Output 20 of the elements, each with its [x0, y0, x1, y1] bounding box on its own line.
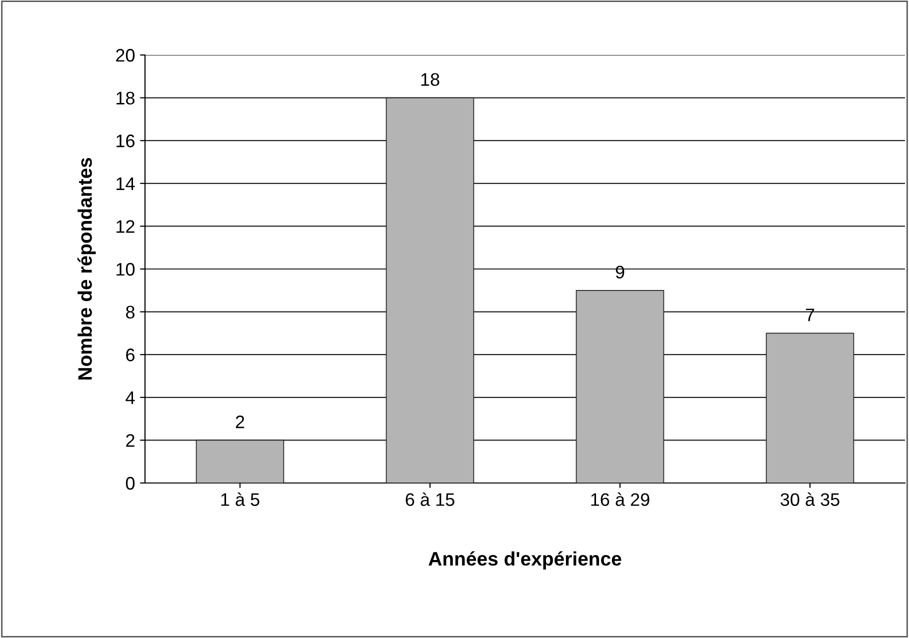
y-tick-label: 20 — [116, 48, 135, 62]
x-tick-label: 1 à 5 — [221, 492, 260, 506]
y-tick-label: 14 — [116, 178, 135, 190]
y-tick-label: 10 — [116, 262, 135, 276]
y-tick-label: 8 — [126, 306, 134, 319]
y-tick-label: 18 — [116, 92, 134, 105]
x-tick-label: 30 à 35 — [780, 492, 840, 506]
x-axis-title: Années d'expérience — [428, 551, 622, 570]
y-tick-label: 2 — [126, 434, 134, 447]
y-tick-label: 0 — [126, 476, 135, 490]
y-tick-label: 16 — [116, 134, 134, 148]
data-label: 18 — [421, 73, 440, 86]
data-label: 9 — [616, 266, 624, 278]
x-tick-label: 16 à 29 — [591, 492, 650, 506]
y-tick-label: 6 — [126, 348, 134, 362]
y-tick-label: 12 — [116, 220, 134, 233]
y-axis-title: Nombre de répondantes — [77, 158, 96, 380]
data-label: 2 — [236, 416, 244, 428]
x-tick-label: 6 à 15 — [406, 492, 454, 506]
y-tick-label: 4 — [126, 392, 135, 404]
